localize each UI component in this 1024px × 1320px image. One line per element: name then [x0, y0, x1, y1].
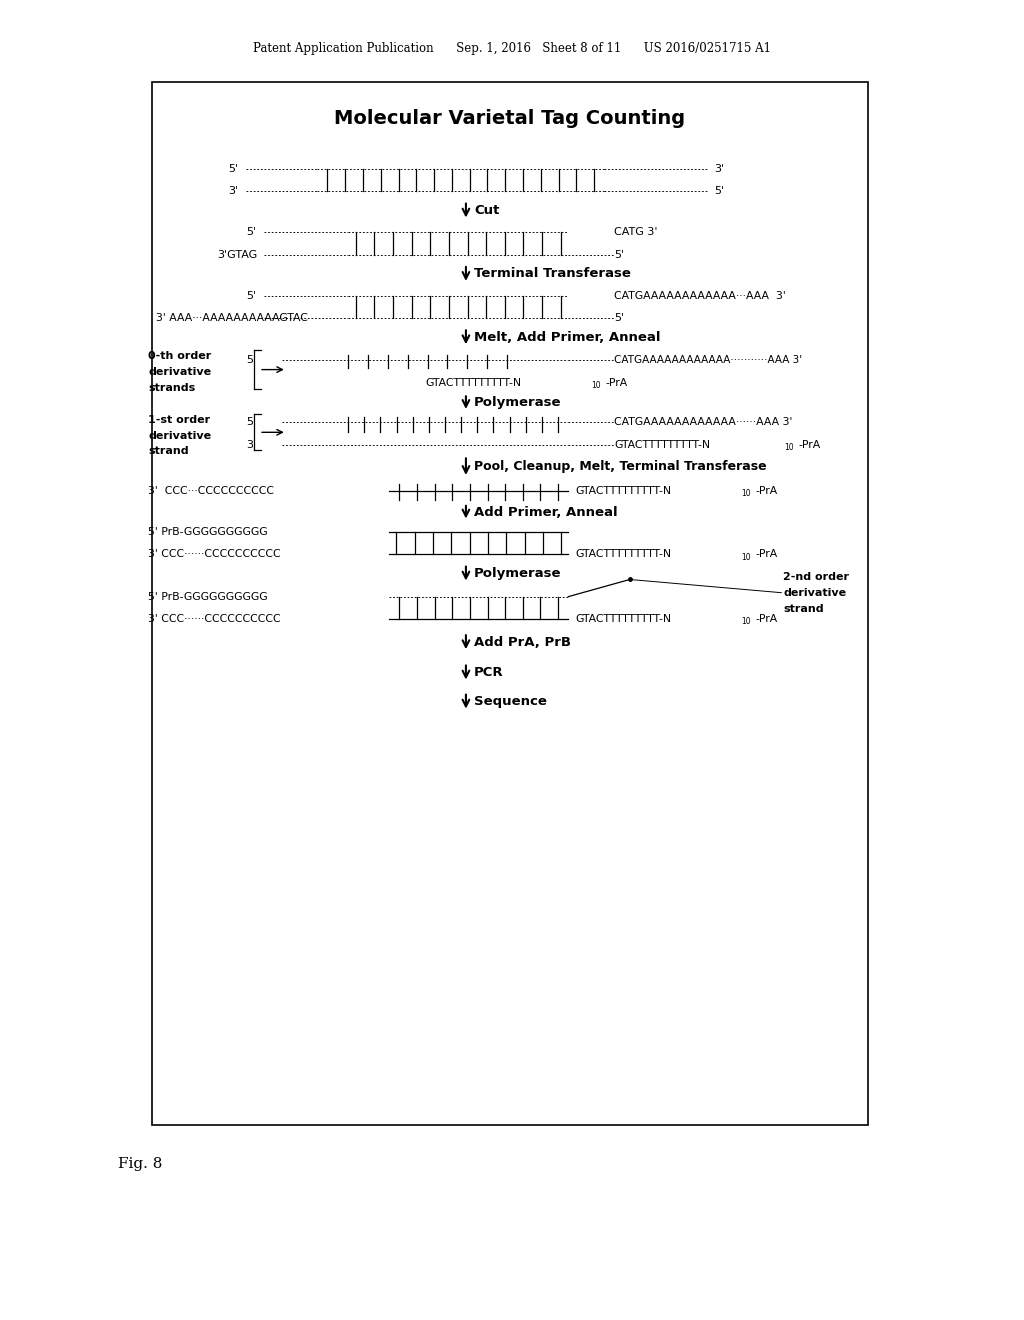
Text: Terminal Transferase: Terminal Transferase [474, 268, 631, 280]
Text: 1-st order: 1-st order [148, 414, 211, 425]
Bar [152, 82, 868, 1125]
Text: CATGAAAAAAAAAAAA······AAA 3': CATGAAAAAAAAAAAA······AAA 3' [614, 417, 793, 428]
Text: 3': 3' [228, 186, 239, 197]
Text: Polymerase: Polymerase [474, 568, 561, 579]
Text: GTACTTTTTTTTT-N: GTACTTTTTTTTT-N [575, 614, 672, 624]
Text: 3' CCC······CCCCCCCCCC: 3' CCC······CCCCCCCCCC [148, 614, 282, 624]
Text: Pool, Cleanup, Melt, Terminal Transferase: Pool, Cleanup, Melt, Terminal Transferas… [474, 461, 767, 473]
Text: derivative: derivative [148, 430, 212, 441]
Text: Fig. 8: Fig. 8 [118, 1158, 162, 1171]
Text: 10: 10 [591, 381, 600, 389]
Text: GTACTTTTTTTTT-N: GTACTTTTTTTTT-N [575, 549, 672, 560]
Text: CATGAAAAAAAAAAAA···········AAA 3': CATGAAAAAAAAAAAA···········AAA 3' [614, 355, 803, 366]
Text: -PrA: -PrA [605, 378, 628, 388]
Text: -PrA: -PrA [756, 614, 778, 624]
Text: 5': 5' [246, 355, 256, 366]
Text: Add Primer, Anneal: Add Primer, Anneal [474, 506, 617, 519]
Text: 5': 5' [246, 290, 256, 301]
Text: -PrA: -PrA [756, 486, 778, 496]
Text: CATG 3': CATG 3' [614, 227, 657, 238]
Text: 5': 5' [228, 164, 239, 174]
Text: 0-th order: 0-th order [148, 351, 212, 362]
Text: CATGAAAAAAAAAAAA···AAA  3': CATGAAAAAAAAAAAA···AAA 3' [614, 290, 786, 301]
Text: strand: strand [783, 603, 824, 614]
Text: Add PrA, PrB: Add PrA, PrB [474, 636, 571, 648]
Text: 5': 5' [714, 186, 724, 197]
Text: PCR: PCR [474, 667, 504, 678]
Text: 5': 5' [246, 417, 256, 428]
Text: 3': 3' [714, 164, 724, 174]
Text: derivative: derivative [148, 367, 212, 378]
Text: Melt, Add Primer, Anneal: Melt, Add Primer, Anneal [474, 331, 660, 343]
Text: 3'GTAG: 3'GTAG [217, 249, 257, 260]
Text: 5': 5' [246, 227, 256, 238]
Text: 10: 10 [741, 490, 751, 498]
Text: -PrA: -PrA [756, 549, 778, 560]
Text: 3' AAA···AAAAAAAAAAGTAC: 3' AAA···AAAAAAAAAAGTAC [156, 313, 307, 323]
Text: 5' PrB-GGGGGGGGGG: 5' PrB-GGGGGGGGGG [148, 591, 268, 602]
Text: GTACTTTTTTTTT-N: GTACTTTTTTTTT-N [425, 378, 521, 388]
Text: Molecular Varietal Tag Counting: Molecular Varietal Tag Counting [335, 110, 685, 128]
Text: derivative: derivative [783, 587, 847, 598]
Text: Sequence: Sequence [474, 696, 547, 708]
Text: GTACTTTTTTTTT-N: GTACTTTTTTTTT-N [575, 486, 672, 496]
Text: 10: 10 [741, 618, 751, 626]
Text: -PrA: -PrA [799, 440, 821, 450]
Text: 2-nd order: 2-nd order [783, 572, 849, 582]
Text: 5' PrB-GGGGGGGGGG: 5' PrB-GGGGGGGGGG [148, 527, 268, 537]
Text: Cut: Cut [474, 205, 500, 216]
Text: Polymerase: Polymerase [474, 396, 561, 409]
Text: Patent Application Publication      Sep. 1, 2016   Sheet 8 of 11      US 2016/02: Patent Application Publication Sep. 1, 2… [253, 42, 771, 55]
Text: 3': 3' [246, 440, 256, 450]
Text: strand: strand [148, 446, 189, 457]
Text: 3' CCC······CCCCCCCCCC: 3' CCC······CCCCCCCCCC [148, 549, 282, 560]
Text: strands: strands [148, 383, 196, 393]
Text: 3'  CCC···CCCCCCCCCC: 3' CCC···CCCCCCCCCC [148, 486, 274, 496]
Text: GTACTTTTTTTTT-N: GTACTTTTTTTTT-N [614, 440, 711, 450]
Text: 10: 10 [784, 444, 794, 451]
Text: 5': 5' [614, 249, 625, 260]
Text: 10: 10 [741, 553, 751, 561]
Text: 5': 5' [614, 313, 625, 323]
